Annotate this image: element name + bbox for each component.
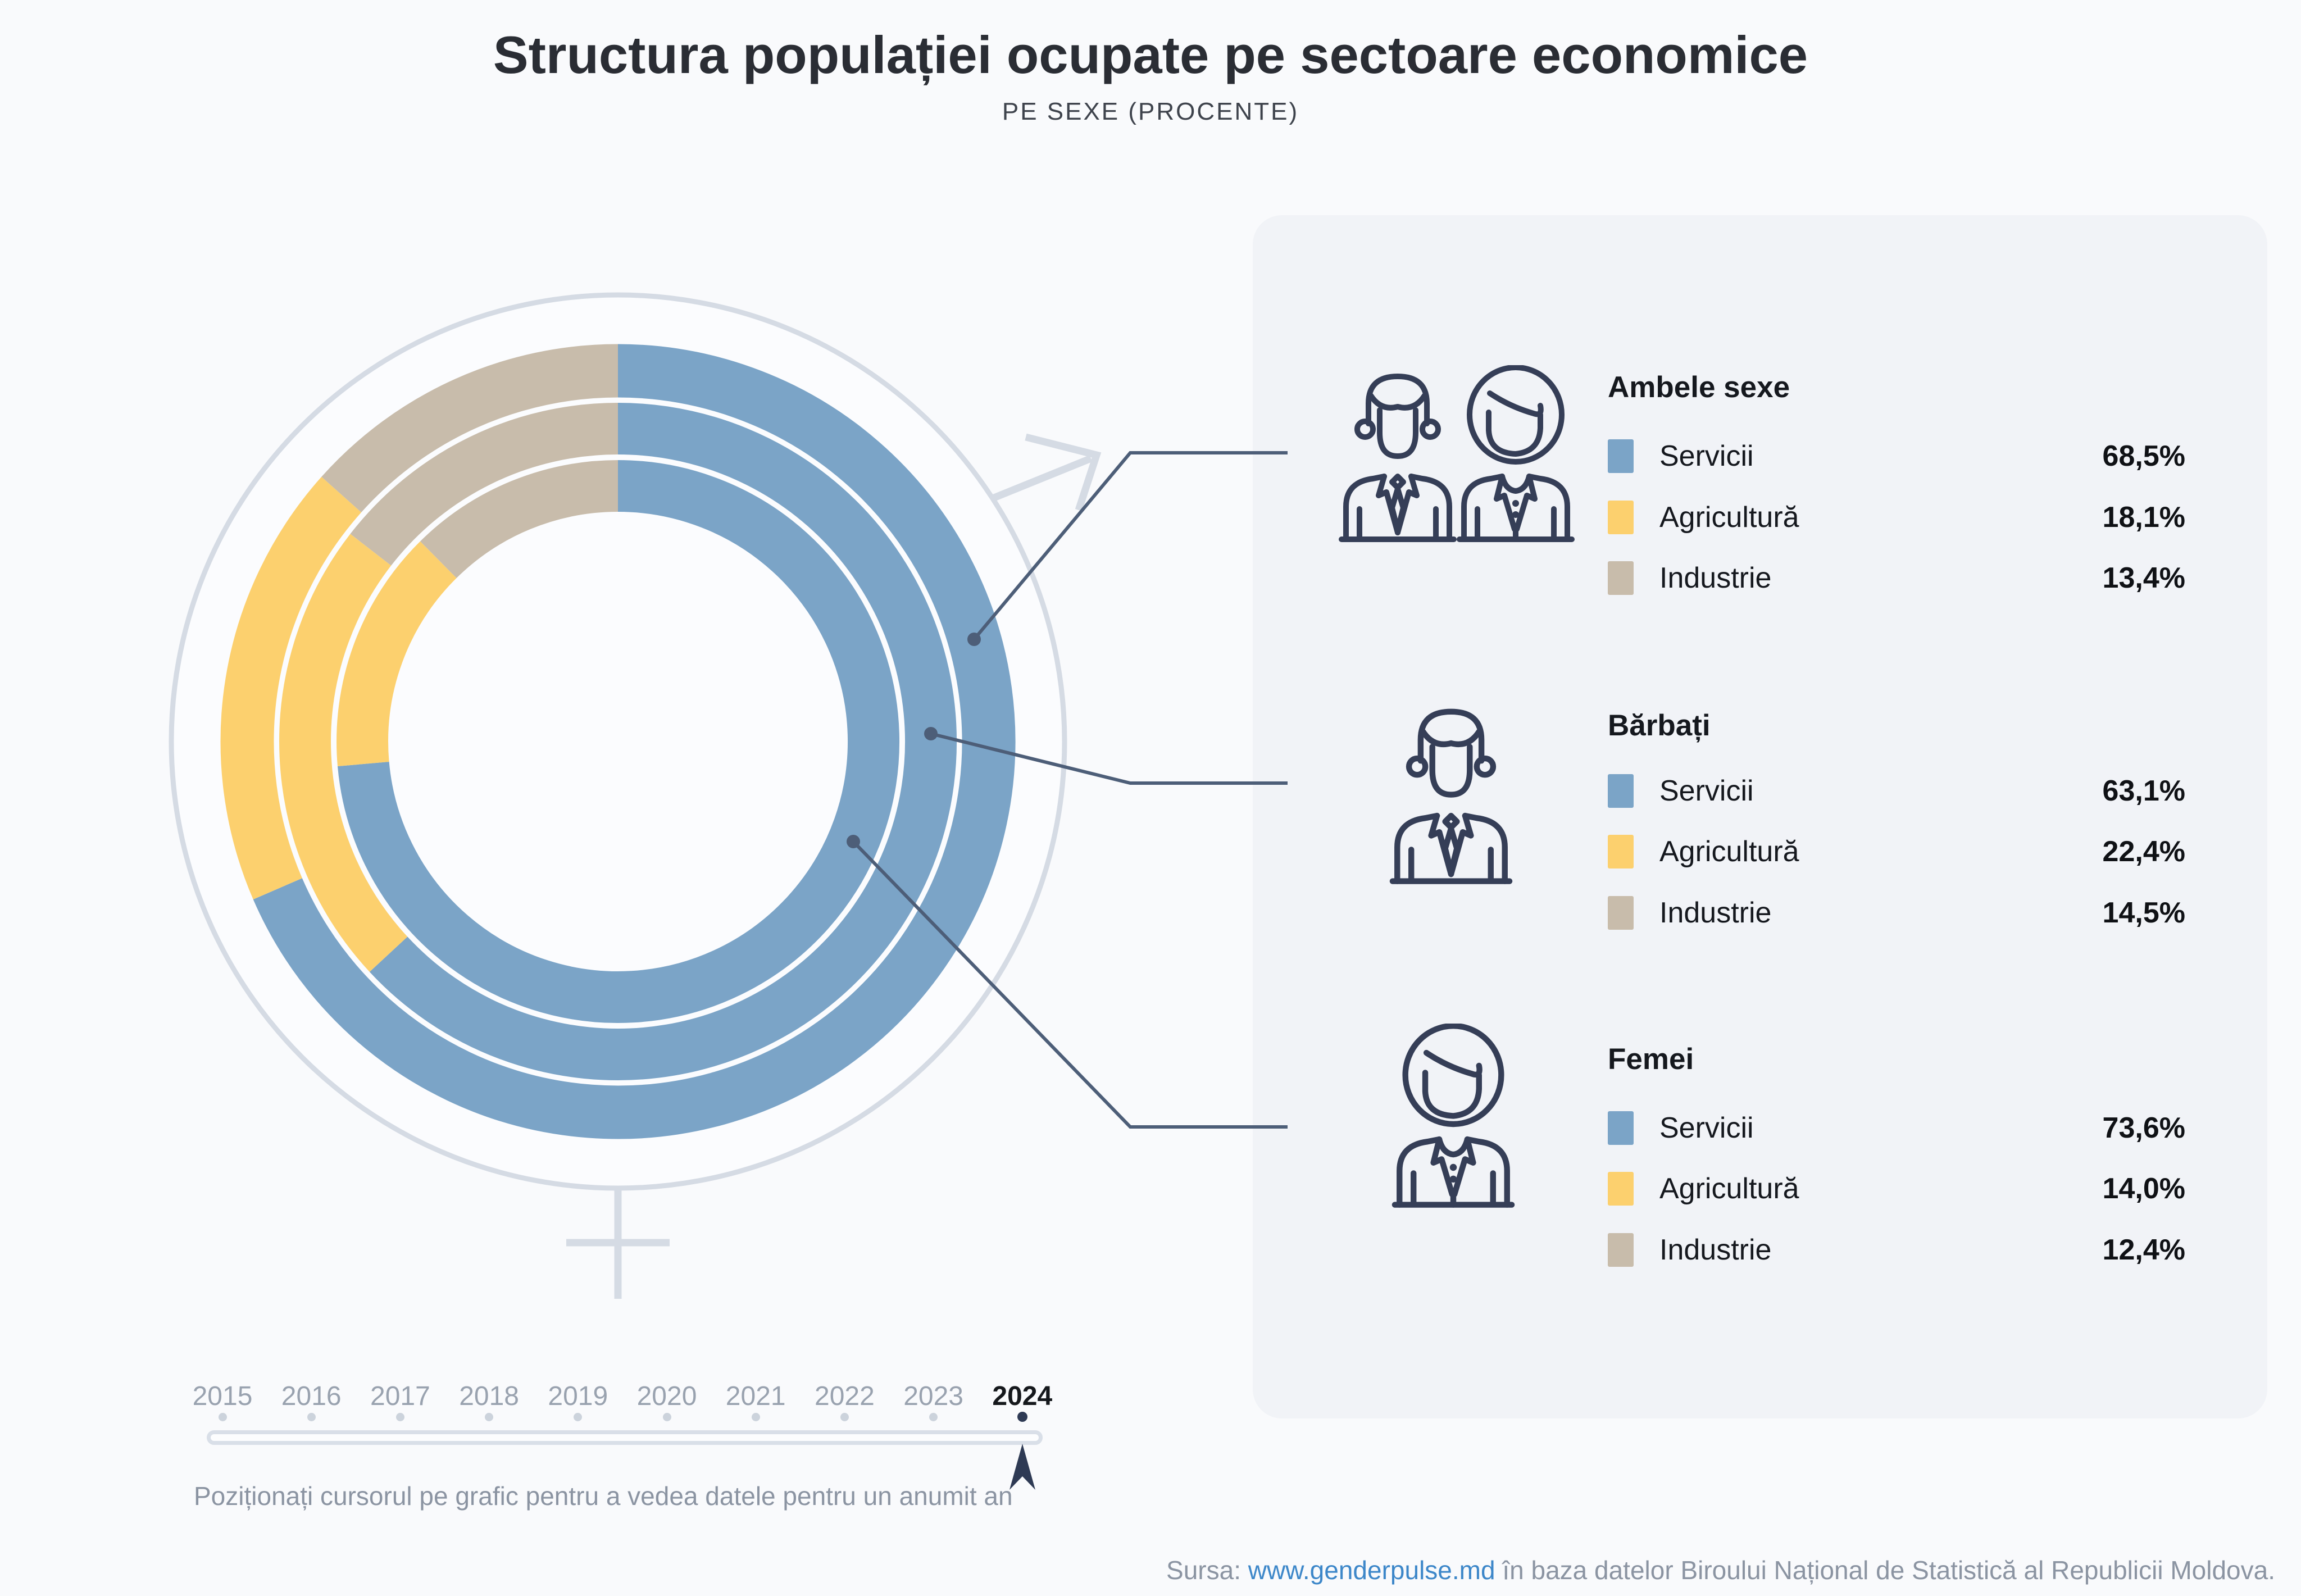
gender-donut-chart[interactable]	[0, 0, 1292, 1596]
source-link[interactable]: www.genderpulse.md	[1248, 1556, 1495, 1585]
slider-hint: Poziționați cursorul pe grafic pentru a …	[194, 1481, 1013, 1511]
year-label-2022[interactable]: 2022	[815, 1381, 875, 1411]
row-value: 14,5%	[2102, 897, 2185, 929]
industrie-swatch	[1608, 896, 1634, 930]
year-dot-2022[interactable]	[840, 1413, 849, 1421]
callout-line-ambele-sexe	[972, 451, 1288, 640]
year-dot-2024[interactable]	[1017, 1412, 1027, 1422]
callout-dot-barbati	[924, 727, 938, 740]
row-label: Agricultură	[1659, 501, 1799, 534]
year-dot-2016[interactable]	[307, 1413, 316, 1421]
man-woman-icon	[1330, 365, 1583, 545]
source-suffix: în baza datelor Biroului Național de Sta…	[1495, 1556, 2275, 1585]
legend-row: Servicii 68,5%	[1608, 438, 2185, 474]
year-dot-2018[interactable]	[485, 1413, 494, 1421]
slider-track[interactable]	[207, 1430, 1043, 1445]
agricultura-swatch	[1608, 1172, 1634, 1206]
year-dot-2021[interactable]	[751, 1413, 760, 1421]
group-title-ambele-sexe: Ambele sexe	[1608, 371, 1790, 404]
callout-dot-ambele-sexe	[967, 633, 981, 646]
industrie-swatch	[1608, 1233, 1634, 1267]
legend-row: Industrie 14,5%	[1608, 895, 2185, 931]
ring-segment-Ambele sexe-Agricultură[interactable]	[220, 476, 362, 899]
agricultura-swatch	[1608, 501, 1634, 534]
ring-segment-Bărbați-Agricultură[interactable]	[279, 534, 408, 972]
donut-rings[interactable]	[220, 344, 1016, 1139]
year-label-2015[interactable]: 2015	[192, 1381, 253, 1411]
row-value: 18,1%	[2102, 501, 2185, 534]
row-value: 73,6%	[2102, 1112, 2185, 1144]
row-label: Agricultură	[1659, 835, 1799, 868]
woman-icon	[1383, 1024, 1524, 1211]
page-title: Structura populației ocupate pe sectoare…	[493, 25, 1808, 84]
row-value: 63,1%	[2102, 775, 2185, 807]
legend-row: Agricultură 14,0%	[1608, 1171, 2185, 1207]
female-cross-icon	[566, 1188, 670, 1299]
page-subtitle: PE SEXE (PROCENTE)	[1002, 98, 1299, 125]
ring-segment-Femei-Industrie[interactable]	[420, 460, 619, 579]
man-icon	[1381, 700, 1521, 887]
year-dot-2020[interactable]	[662, 1413, 671, 1421]
row-label: Industrie	[1659, 897, 1772, 929]
row-label: Industrie	[1659, 1234, 1772, 1266]
year-dot-2017[interactable]	[395, 1413, 404, 1421]
industrie-swatch	[1608, 561, 1634, 595]
legend-row: Industrie 12,4%	[1608, 1232, 2185, 1268]
ring-segment-Femei-Agricultură[interactable]	[336, 541, 457, 767]
year-label-2024[interactable]: 2024	[992, 1381, 1053, 1411]
callout-line-barbati	[930, 732, 1288, 785]
ring-segment-Ambele sexe-Servicii[interactable]	[253, 344, 1016, 1139]
legend-row: Servicii 73,6%	[1608, 1110, 2185, 1146]
group-title-barbati: Bărbați	[1608, 709, 1711, 742]
servicii-swatch	[1608, 1111, 1634, 1145]
year-label-2020[interactable]: 2020	[636, 1381, 697, 1411]
legend-row: Servicii 63,1%	[1608, 773, 2185, 809]
row-value: 14,0%	[2102, 1172, 2185, 1205]
agricultura-swatch	[1608, 835, 1634, 869]
ring-segment-Ambele sexe-Industrie[interactable]	[321, 344, 619, 513]
year-label-2018[interactable]: 2018	[459, 1381, 519, 1411]
slider-cursor-icon[interactable]	[1005, 1442, 1040, 1495]
row-label: Servicii	[1659, 440, 1754, 472]
row-label: Servicii	[1659, 775, 1754, 807]
year-dot-2023[interactable]	[929, 1413, 938, 1421]
ring-segment-Femei-Servicii[interactable]	[337, 460, 899, 1023]
callout-dot-femei	[847, 835, 860, 848]
year-label-2017[interactable]: 2017	[370, 1381, 430, 1411]
legend-row: Agricultură 18,1%	[1608, 499, 2185, 535]
ring-segment-Bărbați-Servicii[interactable]	[369, 403, 957, 1080]
year-label-2023[interactable]: 2023	[903, 1381, 963, 1411]
male-arrowhead-icon	[1025, 433, 1102, 512]
source-line: Sursa: www.genderpulse.md în baza datelo…	[1166, 1555, 2275, 1585]
year-label-2019[interactable]: 2019	[548, 1381, 608, 1411]
row-value: 12,4%	[2102, 1234, 2185, 1266]
row-label: Industrie	[1659, 562, 1772, 594]
year-dot-2019[interactable]	[574, 1413, 583, 1421]
servicii-swatch	[1608, 774, 1634, 808]
legend-row: Industrie 13,4%	[1608, 560, 2185, 596]
year-dot-2015[interactable]	[218, 1413, 227, 1421]
source-prefix: Sursa:	[1166, 1556, 1248, 1585]
row-value: 13,4%	[2102, 562, 2185, 594]
callout-line-femei	[852, 840, 1288, 1129]
year-label-2016[interactable]: 2016	[281, 1381, 342, 1411]
row-label: Servicii	[1659, 1112, 1754, 1144]
row-label: Agricultură	[1659, 1172, 1799, 1205]
year-label-2021[interactable]: 2021	[725, 1381, 786, 1411]
male-arrow-icon	[991, 454, 1093, 502]
servicii-swatch	[1608, 439, 1634, 473]
ring-segment-Bărbați-Industrie[interactable]	[350, 403, 619, 566]
row-value: 22,4%	[2102, 835, 2185, 868]
legend-row: Agricultură 22,4%	[1608, 834, 2185, 870]
row-value: 68,5%	[2102, 440, 2185, 472]
group-title-femei: Femei	[1608, 1043, 1694, 1076]
